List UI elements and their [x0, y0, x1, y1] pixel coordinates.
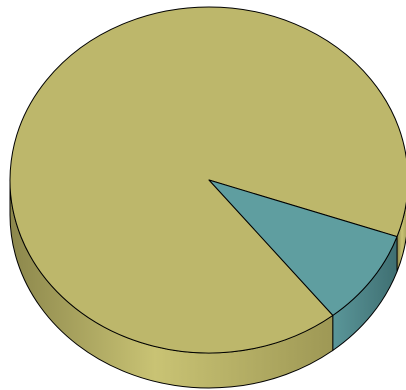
- pie-slice-1: [208, 179, 398, 316]
- pie-tops: [9, 6, 406, 354]
- pie-slice-0: [9, 6, 406, 354]
